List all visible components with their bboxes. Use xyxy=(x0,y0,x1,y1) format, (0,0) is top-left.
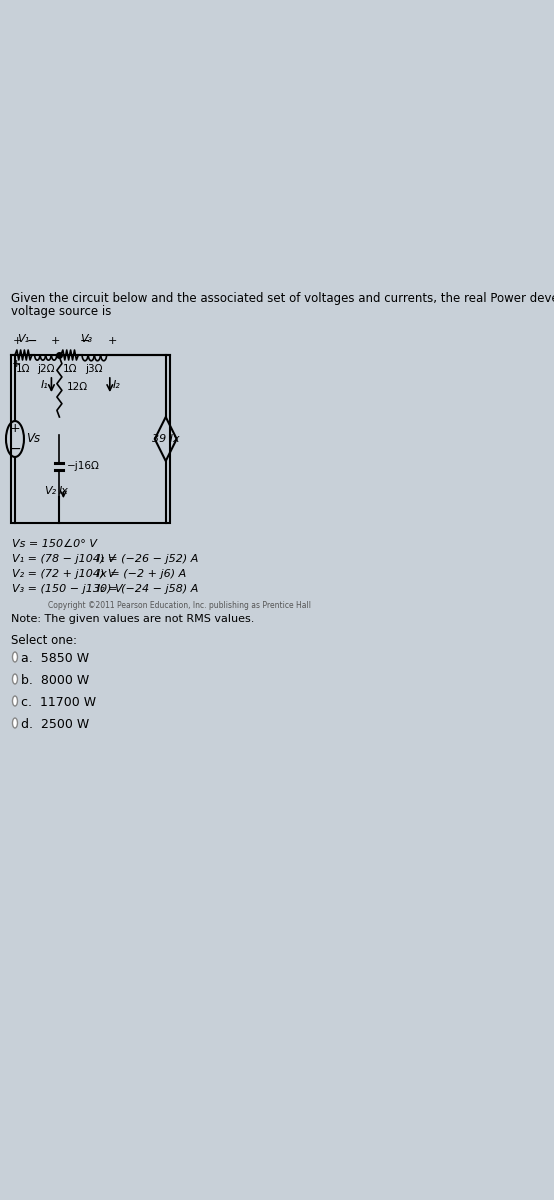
Text: −: − xyxy=(9,442,21,456)
Text: Vs: Vs xyxy=(26,432,40,445)
Text: 1Ω: 1Ω xyxy=(16,364,30,374)
Text: I₂: I₂ xyxy=(112,380,120,390)
Circle shape xyxy=(13,652,18,662)
Text: a.  5850 W: a. 5850 W xyxy=(21,652,89,665)
Circle shape xyxy=(13,718,18,728)
Bar xyxy=(11,355,170,523)
Text: 12Ω: 12Ω xyxy=(66,382,88,392)
Text: Select one:: Select one: xyxy=(11,634,77,647)
Text: voltage source is: voltage source is xyxy=(11,305,111,318)
Text: c.  11700 W: c. 11700 W xyxy=(21,696,96,709)
Text: d.  2500 W: d. 2500 W xyxy=(21,718,89,731)
Circle shape xyxy=(13,696,18,706)
Circle shape xyxy=(13,674,18,684)
Text: j2Ω: j2Ω xyxy=(37,364,54,374)
Text: V₃ = (150 − j130) V: V₃ = (150 − j130) V xyxy=(12,584,122,594)
Text: V₂ = (72 + j104) V: V₂ = (72 + j104) V xyxy=(12,569,115,578)
Text: V₁: V₁ xyxy=(17,334,29,344)
Text: 39 Ix: 39 Ix xyxy=(152,434,179,444)
Text: Vs = 150∠0° V: Vs = 150∠0° V xyxy=(12,539,97,550)
Text: b.  8000 W: b. 8000 W xyxy=(21,674,89,686)
Text: j3Ω: j3Ω xyxy=(86,364,103,374)
Text: +: + xyxy=(51,336,60,346)
Text: +: + xyxy=(13,336,22,346)
Text: +: + xyxy=(12,359,22,370)
Text: V₁ = (78 − j104) V: V₁ = (78 − j104) V xyxy=(12,554,115,564)
Text: Given the circuit below and the associated set of voltages and currents, the rea: Given the circuit below and the associat… xyxy=(11,292,554,305)
Text: Note: The given values are not RMS values.: Note: The given values are not RMS value… xyxy=(11,614,254,624)
Text: Copyright ©2011 Pearson Education, Inc. publishing as Prentice Hall: Copyright ©2011 Pearson Education, Inc. … xyxy=(48,601,311,610)
Text: I₂ = (−24 − j58) A: I₂ = (−24 − j58) A xyxy=(98,584,199,594)
Text: Ix = (−2 + j6) A: Ix = (−2 + j6) A xyxy=(98,569,187,578)
Text: +: + xyxy=(107,336,117,346)
Text: −: − xyxy=(27,335,38,348)
Text: V₂: V₂ xyxy=(44,486,57,496)
Text: +: + xyxy=(9,422,20,436)
Text: −j16Ω: −j16Ω xyxy=(67,461,100,470)
Text: I₁ = (−26 − j52) A: I₁ = (−26 − j52) A xyxy=(98,554,199,564)
Text: 1Ω: 1Ω xyxy=(63,364,77,374)
Text: Ix: Ix xyxy=(59,486,68,496)
Text: −: − xyxy=(79,335,90,348)
Text: I₁: I₁ xyxy=(41,380,49,390)
Text: V₃: V₃ xyxy=(80,334,93,344)
